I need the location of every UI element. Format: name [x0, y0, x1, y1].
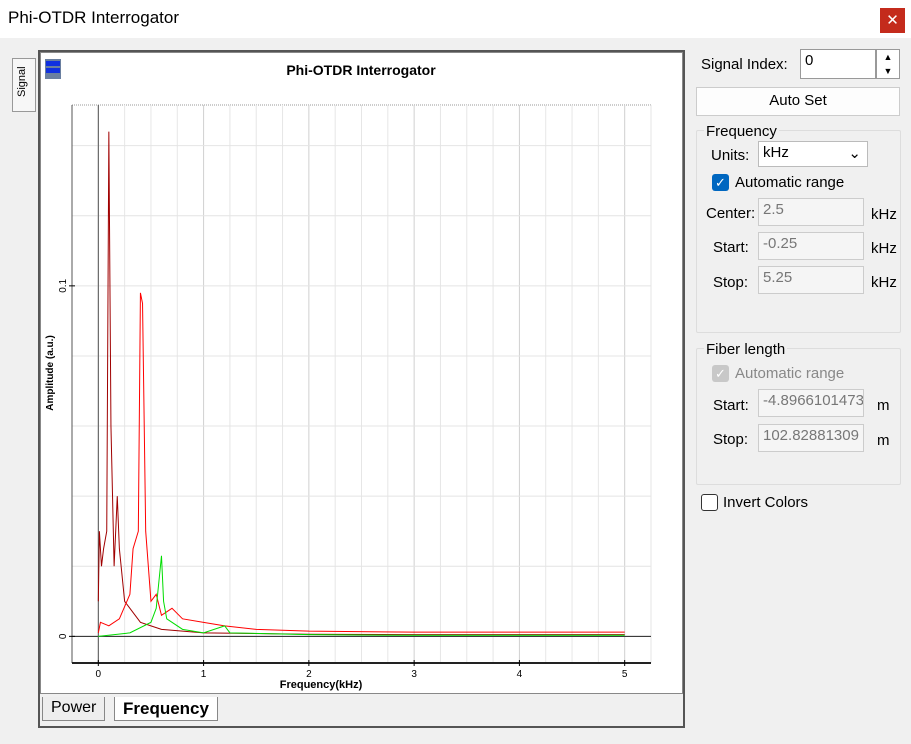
- stop-label: Stop:: [713, 274, 749, 291]
- fiber-stop-unit: m: [877, 432, 890, 449]
- x-tick-label: 2: [306, 669, 312, 680]
- frequency-group-title: Frequency: [704, 123, 779, 140]
- close-icon[interactable]: ✕: [880, 8, 905, 33]
- stop-unit: kHz: [871, 274, 897, 291]
- start-label: Start:: [713, 239, 749, 256]
- x-tick-label: 0: [96, 669, 102, 680]
- stop-input[interactable]: 5.25: [758, 266, 864, 294]
- frequency-chart: Phi-OTDR Interrogator Frequency(kHz) Amp…: [45, 59, 652, 691]
- frequency-group: Frequency Units: kHz ⌄ ✓ Automatic range …: [696, 123, 901, 333]
- chart-menu-icon[interactable]: [45, 59, 61, 79]
- y-tick-label: 0.1: [58, 278, 69, 292]
- center-input[interactable]: 2.5: [758, 198, 864, 226]
- center-unit: kHz: [871, 206, 897, 223]
- tab-power[interactable]: Power: [42, 697, 106, 721]
- chart-area: Phi-OTDR Interrogator Frequency(kHz) Amp…: [40, 52, 683, 694]
- y-tick-label: 0: [58, 633, 69, 639]
- start-input[interactable]: -0.25: [758, 232, 864, 260]
- fiber-start-unit: m: [877, 397, 890, 414]
- fiber-length-group: Fiber length ✓ Automatic range Start: -4…: [696, 341, 901, 485]
- series-line-2: [98, 555, 625, 637]
- series-line-1: [97, 292, 625, 633]
- x-tick-label: 1: [201, 669, 207, 680]
- x-tick-label: 3: [411, 669, 417, 680]
- chart-title: Phi-OTDR Interrogator: [286, 62, 436, 78]
- tab-signal-label: Signal: [16, 66, 28, 97]
- arrow-up-icon[interactable]: ▲: [883, 52, 893, 62]
- chart-panel: Phi-OTDR Interrogator Frequency(kHz) Amp…: [38, 50, 685, 728]
- fiber-start-input[interactable]: -4.8966101473: [758, 389, 864, 417]
- center-label: Center:: [706, 205, 756, 222]
- automatic-range-label: Automatic range: [735, 174, 845, 191]
- units-label: Units:: [711, 147, 750, 164]
- units-select[interactable]: kHz ⌄: [758, 141, 868, 167]
- invert-colors-checkbox[interactable]: [701, 494, 718, 511]
- auto-set-button[interactable]: Auto Set: [696, 87, 900, 116]
- start-unit: kHz: [871, 240, 897, 257]
- tab-signal[interactable]: Signal: [12, 58, 36, 112]
- chevron-down-icon: ⌄: [848, 145, 861, 162]
- signal-index-stepper[interactable]: ▲ ▼: [876, 49, 900, 79]
- title-bar: Phi-OTDR Interrogator ✕: [0, 0, 911, 38]
- fiber-automatic-range-checkbox[interactable]: ✓: [712, 365, 729, 382]
- chart-tabs: Power Frequency: [40, 697, 683, 725]
- signal-index-input[interactable]: 0: [800, 49, 876, 79]
- fiber-automatic-range-label: Automatic range: [735, 365, 845, 382]
- automatic-range-checkbox[interactable]: ✓: [712, 174, 729, 191]
- invert-colors-label: Invert Colors: [723, 494, 809, 511]
- signal-index-label: Signal Index:: [701, 56, 788, 73]
- y-axis-label: Amplitude (a.u.): [45, 335, 56, 411]
- fiber-start-label: Start:: [713, 397, 749, 414]
- fiber-stop-label: Stop:: [713, 431, 749, 448]
- window-title: Phi-OTDR Interrogator: [8, 8, 179, 27]
- arrow-down-icon[interactable]: ▼: [883, 66, 893, 76]
- fiber-length-title: Fiber length: [704, 341, 788, 358]
- x-tick-label: 5: [622, 669, 628, 680]
- x-axis-label: Frequency(kHz): [280, 679, 363, 691]
- tab-frequency[interactable]: Frequency: [114, 697, 218, 721]
- fiber-stop-input[interactable]: 102.82881309: [758, 424, 864, 452]
- x-tick-label: 4: [517, 669, 523, 680]
- units-value: kHz: [763, 144, 789, 161]
